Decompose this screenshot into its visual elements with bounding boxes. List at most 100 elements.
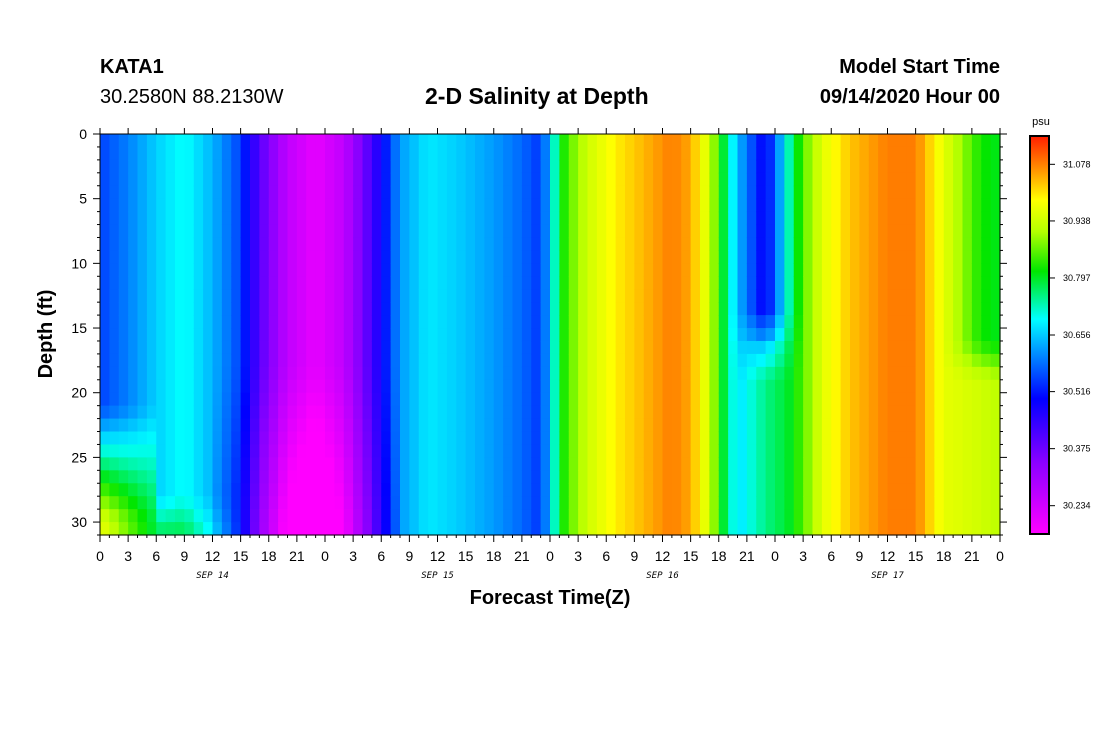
- heatmap-cell: [662, 289, 673, 303]
- heatmap-cell: [325, 224, 335, 239]
- heatmap-cell: [943, 159, 954, 174]
- heatmap-cell: [840, 431, 851, 446]
- heatmap-cell: [606, 198, 617, 213]
- heatmap-cell: [915, 418, 926, 433]
- heatmap-cell: [184, 198, 195, 213]
- heatmap-cell: [503, 146, 514, 161]
- heatmap-cell: [165, 392, 176, 407]
- heatmap-cell: [400, 302, 410, 316]
- heatmap-cell: [803, 340, 814, 355]
- heatmap-cell: [428, 457, 439, 471]
- heatmap-cell: [568, 418, 579, 433]
- heatmap-cell: [109, 418, 120, 433]
- heatmap-cell: [896, 483, 907, 497]
- heatmap-cell: [578, 134, 589, 148]
- heatmap-cell: [446, 444, 457, 458]
- heatmap-cell: [175, 470, 185, 484]
- heatmap-cell: [878, 418, 889, 433]
- heatmap-cell: [212, 366, 223, 381]
- heatmap-cell: [634, 470, 645, 484]
- heatmap-cell: [175, 457, 185, 471]
- heatmap-cell: [943, 315, 954, 329]
- heatmap-cell: [550, 496, 560, 510]
- heatmap-cell: [278, 496, 289, 510]
- heatmap-cell: [531, 185, 542, 200]
- heatmap-cell: [859, 263, 870, 277]
- heatmap-cell: [578, 444, 589, 458]
- heatmap-cell: [962, 146, 973, 161]
- heatmap-cell: [990, 431, 1001, 446]
- y-axis-title: Depth (ft): [35, 290, 57, 379]
- heatmap-cell: [118, 431, 129, 446]
- heatmap-cell: [821, 289, 832, 303]
- heatmap-cell: [803, 185, 814, 200]
- heatmap-cell: [587, 457, 598, 471]
- heatmap-cell: [371, 353, 382, 368]
- heatmap-cell: [821, 483, 832, 497]
- heatmap-cell: [709, 340, 720, 355]
- heatmap-cell: [212, 444, 223, 458]
- heatmap-cell: [587, 328, 598, 342]
- heatmap-cell: [193, 483, 204, 497]
- heatmap-cell: [962, 276, 973, 290]
- heatmap-cell: [503, 353, 514, 368]
- heatmap-cell: [100, 185, 110, 200]
- heatmap-cell: [268, 146, 279, 161]
- heatmap-cell: [484, 172, 495, 187]
- heatmap-cell: [540, 379, 551, 394]
- heatmap-cell: [428, 146, 439, 161]
- heatmap-cell: [709, 457, 720, 471]
- heatmap-cell: [671, 509, 682, 523]
- heatmap-cell: [718, 509, 729, 523]
- heatmap-cell: [259, 328, 270, 342]
- heatmap-cell: [700, 483, 710, 497]
- heatmap-cell: [128, 237, 139, 252]
- heatmap-cell: [306, 315, 317, 329]
- heatmap-cell: [362, 146, 373, 161]
- heatmap-cell: [606, 353, 617, 368]
- heatmap-cell: [737, 198, 748, 213]
- heatmap-cell: [681, 289, 692, 303]
- heatmap-cell: [568, 483, 579, 497]
- heatmap-cell: [512, 250, 523, 264]
- heatmap-cell: [287, 340, 298, 355]
- heatmap-cell: [184, 366, 195, 381]
- heatmap-cell: [756, 198, 767, 213]
- heatmap-cell: [362, 302, 373, 316]
- heatmap-cell: [550, 172, 560, 187]
- heatmap-cell: [615, 315, 626, 329]
- heatmap-cell: [606, 211, 617, 226]
- heatmap-cell: [868, 470, 879, 484]
- heatmap-cell: [259, 353, 270, 368]
- heatmap-cell: [803, 392, 814, 407]
- heatmap-cell: [334, 483, 345, 497]
- heatmap-cell: [550, 250, 560, 264]
- heatmap-cell: [512, 198, 523, 213]
- heatmap-cell: [512, 522, 523, 536]
- heatmap-cell: [606, 340, 617, 355]
- heatmap-cell: [990, 496, 1001, 510]
- heatmap-cell: [456, 431, 467, 446]
- heatmap-cell: [934, 444, 945, 458]
- heatmap-cell: [184, 353, 195, 368]
- heatmap-cell: [475, 315, 485, 329]
- heatmap-cell: [793, 315, 804, 329]
- heatmap-cell: [400, 237, 410, 252]
- heatmap-cell: [315, 159, 326, 174]
- heatmap-cell: [296, 134, 307, 148]
- heatmap-cell: [737, 405, 748, 420]
- heatmap-cell: [775, 522, 785, 536]
- heatmap-cell: [446, 353, 457, 368]
- heatmap-cell: [737, 237, 748, 252]
- heatmap-cell: [240, 185, 251, 200]
- heatmap-cell: [259, 263, 270, 277]
- heatmap-cell: [343, 328, 354, 342]
- heatmap-cell: [465, 237, 476, 252]
- heatmap-cell: [278, 340, 289, 355]
- heatmap-cell: [475, 353, 485, 368]
- heatmap-cell: [390, 211, 401, 226]
- heatmap-cell: [728, 444, 739, 458]
- heatmap-cell: [137, 366, 148, 381]
- heatmap-cell: [334, 379, 345, 394]
- heatmap-cell: [175, 224, 185, 239]
